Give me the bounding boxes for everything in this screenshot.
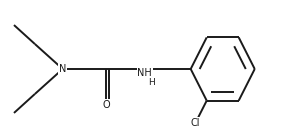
Text: H: H — [148, 78, 155, 87]
Text: NH: NH — [137, 68, 152, 78]
Text: O: O — [102, 100, 110, 110]
Text: N: N — [59, 64, 66, 74]
Text: Cl: Cl — [191, 118, 200, 128]
